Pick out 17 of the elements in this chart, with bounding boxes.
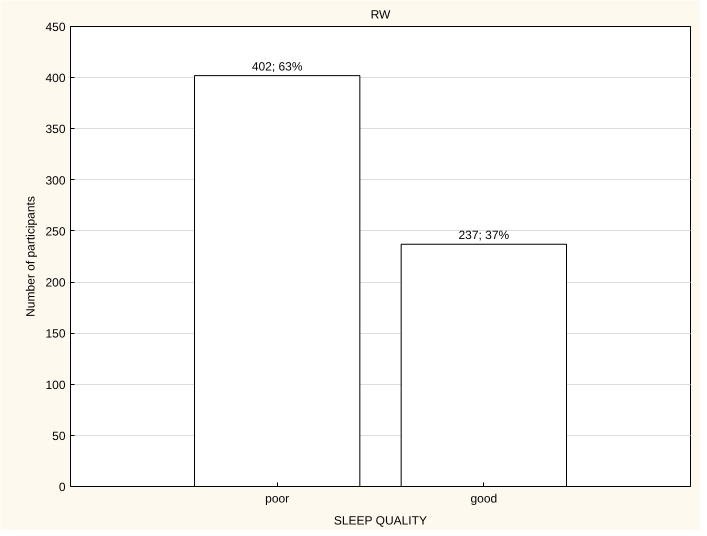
x-tick-label: good	[470, 492, 498, 506]
data-label: 402; 63%	[252, 60, 303, 74]
y-tick-label: 400	[45, 71, 66, 86]
data-label: 237; 37%	[458, 228, 510, 242]
y-tick-label: 0	[58, 480, 66, 494]
y-tick-label: 250	[45, 224, 66, 238]
y-tick-label: 150	[45, 326, 66, 341]
y-tick-label: 450	[45, 20, 66, 34]
y-tick-label: 300	[45, 173, 66, 188]
y-tick-label: 50	[52, 428, 66, 443]
chart-title: RW	[370, 8, 392, 22]
y-tick-label: 350	[45, 122, 66, 136]
y-tick-label: 200	[45, 276, 66, 290]
x-tick-label: poor	[265, 492, 290, 506]
y-tick-label: 100	[45, 378, 66, 392]
x-axis-title: SLEEP QUALITY	[334, 514, 427, 528]
y-axis-title: Number of participants	[23, 196, 38, 317]
